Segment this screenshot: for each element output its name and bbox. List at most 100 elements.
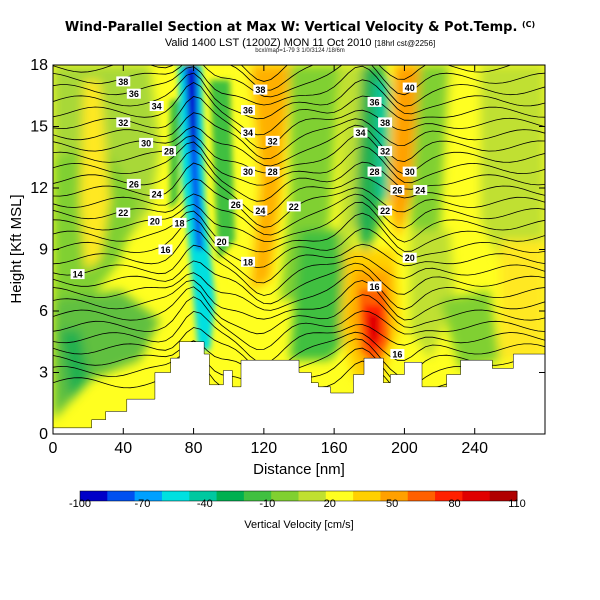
contour-label: 32 — [378, 146, 393, 157]
contour-label-text: 40 — [405, 83, 415, 93]
colorbar-swatch — [435, 491, 463, 501]
contour-label-text: 20 — [150, 216, 160, 226]
colorbar-swatch — [107, 491, 136, 501]
contour-label: 38 — [378, 117, 393, 128]
contour-label: 36 — [241, 105, 256, 116]
contour-label: 18 — [172, 217, 187, 228]
theta-contour — [53, 124, 545, 167]
contour-label-text: 38 — [255, 85, 265, 95]
contour-label: 34 — [353, 127, 368, 138]
y-tick-label: 0 — [39, 426, 48, 443]
contour-label: 22 — [378, 205, 393, 216]
contour-label-text: 32 — [380, 147, 390, 157]
contour-label-text: 38 — [380, 118, 390, 128]
contour-label: 26 — [390, 185, 405, 196]
colorbar-swatch — [243, 491, 272, 501]
contour-label-text: 30 — [405, 167, 415, 177]
contour-label: 16 — [390, 349, 405, 360]
contour-label-bg — [126, 88, 141, 99]
contour-label-bg — [158, 244, 173, 255]
contour-label-text: 32 — [268, 136, 278, 146]
y-axis: 0 36 9 12 15 18 — [30, 57, 545, 443]
contour-label: 28 — [265, 166, 280, 177]
contour-label-bg — [286, 201, 301, 212]
contour-label-text: 26 — [231, 200, 241, 210]
theta-contour — [53, 96, 545, 150]
contour-label-text: 34 — [355, 128, 365, 138]
colorbar-tick-label: 80 — [448, 498, 460, 510]
contour-label-bg — [265, 135, 280, 146]
contour-label: 38 — [116, 76, 131, 87]
y-tick-label: 15 — [30, 119, 48, 136]
velocity-extremes — [170, 65, 388, 365]
contour-label-bg — [253, 205, 268, 216]
theta-contour — [53, 210, 545, 253]
theta-contour — [53, 201, 545, 243]
contour-label-text: 22 — [289, 202, 299, 212]
contour-label: 40 — [402, 82, 417, 93]
colorbar-tick-label: -40 — [197, 498, 213, 510]
contour-label-bg — [265, 166, 280, 177]
x-tick-label: 40 — [114, 440, 132, 457]
colorbar-tick-label: -70 — [134, 498, 150, 510]
colorbar-swatch — [134, 491, 163, 501]
contour-label-text: 14 — [73, 270, 83, 280]
theta-contour — [53, 193, 545, 236]
y-tick-label: 9 — [39, 242, 48, 259]
contour-label-bg — [378, 205, 393, 216]
colorbar-swatch — [216, 491, 245, 501]
contour-label-bg — [116, 117, 131, 128]
contour-label: 34 — [241, 127, 256, 138]
contour-label-text: 38 — [118, 77, 128, 87]
contour-label-bg — [116, 207, 131, 218]
terrain — [53, 341, 545, 434]
theta-contour — [53, 310, 545, 364]
contour-label-text: 28 — [164, 147, 174, 157]
theta-contour — [53, 270, 545, 311]
theta-contour — [53, 162, 545, 217]
contour-label-bg — [402, 252, 417, 263]
contour-label: 32 — [265, 135, 280, 146]
x-axis: 0 40 80 120 160 200 240 — [49, 65, 488, 457]
contour-label-text: 30 — [141, 138, 151, 148]
theta-contours — [53, 65, 545, 401]
contour-label: 28 — [367, 166, 382, 177]
theta-contour — [53, 327, 545, 373]
y-tick-label: 12 — [30, 180, 48, 197]
contour-label: 24 — [413, 185, 428, 196]
contour-label-text: 18 — [175, 218, 185, 228]
colorbar-tick-label: -10 — [259, 498, 275, 510]
contour-label-bg — [126, 178, 141, 189]
contour-label-bg — [149, 189, 164, 200]
contour-label-text: 18 — [243, 257, 253, 267]
contour-label-text: 20 — [217, 237, 227, 247]
x-tick-label: 0 — [49, 440, 58, 457]
colorbar-swatch — [407, 491, 436, 501]
y-tick-label: 6 — [39, 303, 48, 320]
contour-label: 30 — [241, 166, 256, 177]
contour-label-text: 36 — [243, 106, 253, 116]
subtitle-note: [18hrl cst@2256] — [374, 39, 436, 48]
x-axis-label: Distance [nm] — [253, 461, 345, 478]
contour-label: 28 — [161, 146, 176, 157]
contour-label-bg — [253, 84, 268, 95]
contour-label-text: 34 — [152, 102, 162, 112]
x-tick-label: 160 — [321, 440, 348, 457]
y-tick-label: 18 — [30, 57, 48, 74]
theta-contour — [53, 141, 545, 186]
colorbar-swatch — [298, 491, 327, 501]
contour-label: 14 — [70, 269, 85, 280]
x-tick-label: 120 — [251, 440, 278, 457]
colorbar-swatch — [380, 491, 409, 501]
contour-label: 18 — [241, 256, 256, 267]
contour-label-bg — [116, 76, 131, 87]
colorbar-tick-label: 110 — [508, 498, 526, 510]
copyright-mark: (C) — [521, 20, 536, 29]
contour-label-text: 32 — [118, 118, 128, 128]
contour-label: 38 — [253, 84, 268, 95]
contour-label-text: 16 — [370, 282, 380, 292]
contour-label-bg — [214, 236, 229, 247]
chart-subtitle-2: bcxl/map=1-79 3 1/0/3124 /18/6m — [255, 48, 345, 54]
contour-label-bg — [149, 101, 164, 111]
colorbar-swatch — [489, 491, 518, 501]
